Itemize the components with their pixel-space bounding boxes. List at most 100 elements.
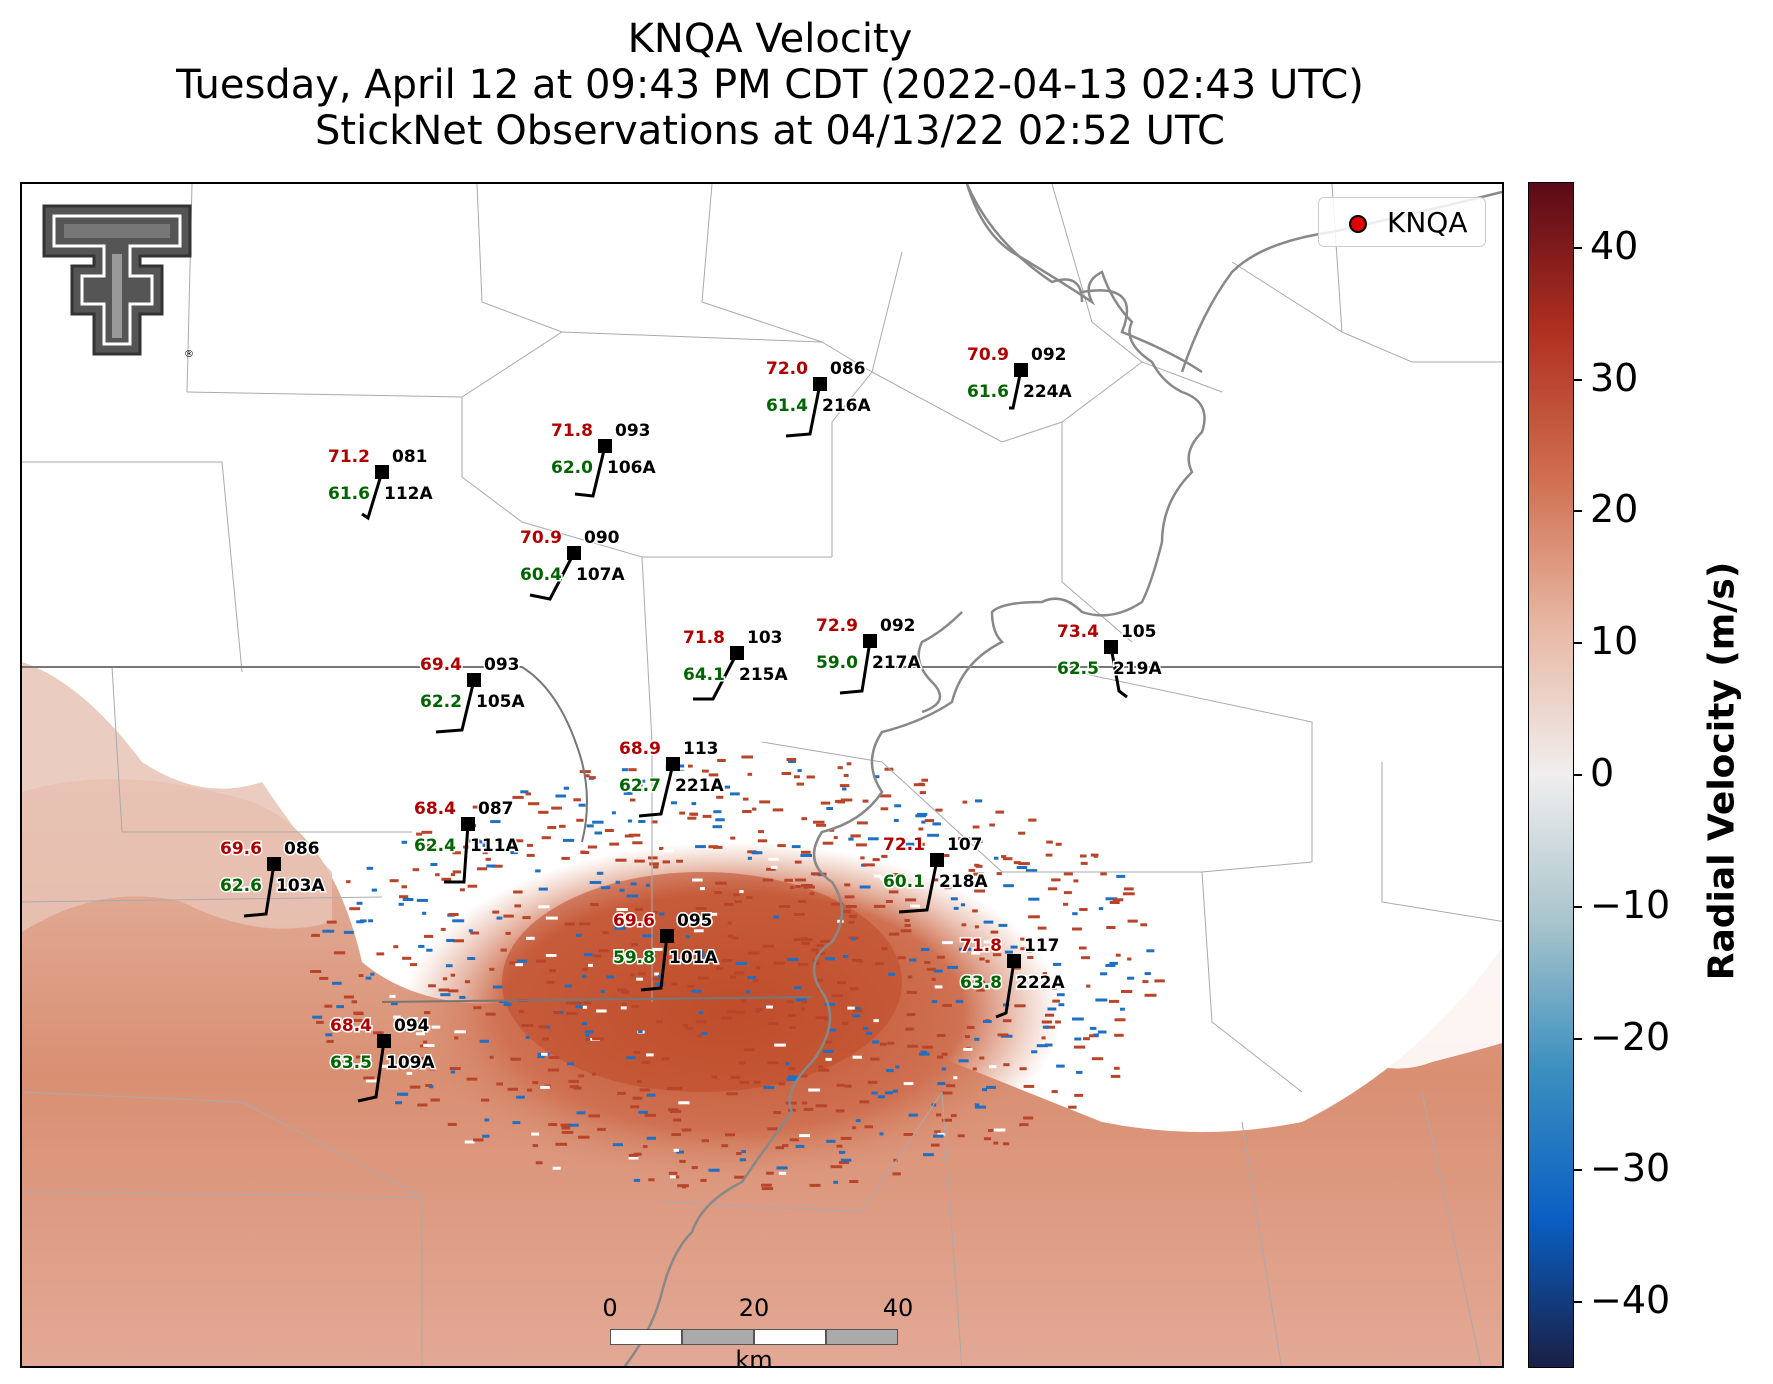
velocity-bin (742, 797, 749, 801)
velocity-bin (400, 1092, 409, 1096)
velocity-bin (1037, 926, 1047, 930)
velocity-bin (844, 1084, 852, 1088)
velocity-bin (333, 951, 346, 955)
velocity-bin (359, 919, 367, 923)
velocity-bin (741, 999, 746, 1003)
echo-gap-east (1182, 924, 1502, 1069)
velocity-bin (787, 957, 799, 961)
velocity-bin (1051, 1090, 1058, 1094)
velocity-bin (616, 908, 628, 911)
velocity-bin (873, 775, 880, 779)
velocity-bin (897, 956, 906, 960)
velocity-bin (936, 1055, 944, 1059)
velocity-bin (429, 1085, 434, 1089)
velocity-bin (745, 990, 751, 994)
velocity-bin (510, 1057, 521, 1061)
velocity-bin (462, 811, 467, 815)
station-dewpoint: 62.6 (220, 876, 262, 896)
velocity-bin (510, 851, 518, 855)
velocity-bin (422, 911, 427, 915)
velocity-bin (870, 1057, 880, 1061)
velocity-bin (481, 1098, 490, 1102)
velocity-bin (638, 820, 646, 823)
velocity-bin (682, 1185, 687, 1189)
velocity-bin (636, 977, 643, 981)
velocity-bin (1074, 1037, 1082, 1041)
velocity-bin (409, 1056, 417, 1060)
velocity-bin (972, 909, 978, 913)
velocity-bin (747, 976, 757, 979)
velocity-bin (994, 856, 999, 860)
velocity-bin (974, 1105, 986, 1109)
colorbar-tick-label: 10 (1590, 619, 1639, 664)
velocity-bin (428, 984, 436, 988)
station-107A: 70.9 090 60.4 107A (519, 527, 627, 601)
velocity-bin (1031, 1050, 1038, 1054)
velocity-bin (509, 961, 519, 965)
velocity-bin (855, 1119, 861, 1123)
velocity-bin (681, 1128, 692, 1132)
velocity-bin (491, 864, 503, 868)
velocity-bin (336, 1005, 344, 1009)
velocity-bin (662, 849, 674, 853)
velocity-bin (711, 1075, 717, 1079)
velocity-bin (1002, 1019, 1012, 1023)
legend-label: KNQA (1387, 206, 1468, 239)
velocity-bin (885, 1091, 894, 1095)
velocity-bin (997, 1033, 1009, 1037)
velocity-bin (875, 962, 884, 966)
velocity-bin (411, 832, 423, 836)
velocity-bin (648, 856, 658, 860)
velocity-bin (842, 787, 847, 791)
velocity-bin (841, 1021, 849, 1025)
velocity-bin (527, 1088, 533, 1092)
velocity-bin (767, 1127, 778, 1131)
velocity-bin (1109, 901, 1120, 904)
velocity-bin (325, 1033, 333, 1037)
velocity-bin (438, 988, 450, 992)
velocity-bin (823, 1049, 834, 1053)
velocity-bin (538, 810, 549, 814)
velocity-bin (801, 817, 807, 821)
velocity-bin (445, 847, 456, 851)
station-temperature: 70.9 (520, 528, 562, 548)
velocity-bin (992, 953, 1002, 957)
velocity-bin (958, 1059, 969, 1063)
velocity-bin (580, 851, 590, 854)
velocity-bin (773, 915, 780, 919)
velocity-bin (573, 798, 581, 802)
station-id: 107A (576, 565, 625, 585)
velocity-bin (587, 845, 598, 849)
wind-barb-icon (1009, 369, 1023, 410)
velocity-bin (1100, 972, 1108, 976)
station-temperature: 71.8 (551, 421, 593, 441)
velocity-bin (826, 807, 834, 810)
velocity-bin (782, 1144, 789, 1148)
velocity-bin (631, 1004, 640, 1008)
velocity-bin (735, 1010, 745, 1014)
station-id: 109A (386, 1053, 435, 1073)
velocity-bin (937, 1132, 946, 1136)
station-temperature: 72.9 (816, 616, 858, 636)
velocity-bin (757, 839, 768, 843)
velocity-bin (1018, 831, 1026, 835)
velocity-bin (424, 1011, 431, 1015)
colorbar-tick-label: 40 (1590, 223, 1639, 268)
radar-map[interactable]: 71.2 081 61.6 112A 71.8 093 62.0 106A 72.0 086 61.… (20, 182, 1504, 1368)
colorbar-tick-label: 20 (1590, 487, 1639, 532)
station-216A: 72.0 086 61.4 216A (765, 358, 873, 438)
velocity-bin (1121, 990, 1133, 993)
velocity-bin (1026, 869, 1038, 873)
velocity-bin (1123, 944, 1129, 948)
velocity-bin (1072, 1017, 1084, 1021)
velocity-bin (1004, 950, 1013, 954)
velocity-bin (671, 1086, 683, 1090)
velocity-bin (853, 1009, 863, 1013)
velocity-bin (816, 823, 827, 827)
colorbar-tick-mark (1574, 378, 1582, 381)
velocity-bin (569, 1085, 579, 1089)
velocity-bin (528, 802, 540, 806)
velocity-bin (1146, 949, 1155, 953)
velocity-bin (484, 1118, 490, 1122)
station-217A: 72.9 092 59.0 217A (815, 615, 923, 695)
